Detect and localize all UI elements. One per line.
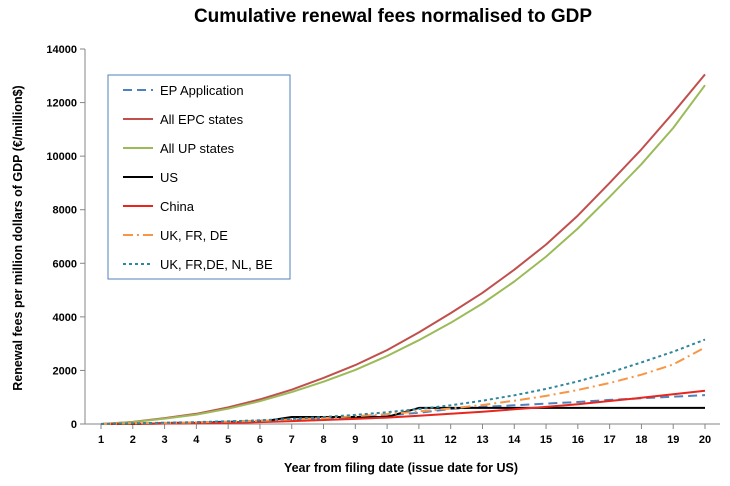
y-axis-title: Renewal fees per million dollars of GDP … [11,85,25,390]
x-tick-label: 1 [98,434,104,446]
x-tick-label: 6 [257,434,263,446]
x-ticks: 1 2 3 4 5 6 7 8 9 10 11 12 13 14 15 16 17 18 19 20 [98,424,711,446]
x-tick-label: 7 [289,434,295,446]
x-tick-label: 4 [193,434,200,446]
legend-label: China [160,199,195,214]
legend-label: UK, FR,DE, NL, BE [160,257,273,272]
series-lines [100,73,706,425]
series-line-all-up-states [100,84,706,425]
y-tick-label: 0 [71,419,77,431]
y-tick-label: 8000 [53,205,77,217]
legend-items: EP Application All EPC states All UP state… [123,83,273,272]
x-tick-label: 20 [699,434,711,446]
x-tick-label: 8 [320,434,326,446]
x-tick-label: 3 [162,434,168,446]
x-tick-label: 9 [352,434,358,446]
x-tick-label: 19 [667,434,679,446]
chart-title: Cumulative renewal fees normalised to GD… [194,6,592,27]
x-tick-label: 14 [508,434,521,446]
legend-label: All EPC states [160,112,244,127]
y-ticks: 0 2000 4000 6000 8000 10000 12000 14000 [46,44,85,431]
legend-label: US [160,170,178,185]
x-tick-label: 16 [572,434,584,446]
x-tick-label: 13 [476,434,488,446]
y-tick-label: 4000 [53,312,77,324]
x-tick-label: 11 [413,434,425,446]
y-tick-label: 6000 [53,258,77,270]
y-tick-label: 2000 [53,365,77,377]
y-tick-label: 14000 [46,44,77,56]
legend-label: UK, FR, DE [160,228,228,243]
series-line-uk-fr-de [100,346,706,425]
x-tick-label: 15 [540,434,552,446]
x-tick-label: 12 [445,434,457,446]
series-line-uk-fr-de-nl-be [100,338,706,425]
y-tick-label: 12000 [46,98,77,110]
x-tick-label: 5 [225,434,231,446]
x-axis-title: Year from filing date (issue date for US… [284,461,518,475]
y-tick-label: 10000 [46,151,77,163]
series-line-ep-application [100,394,706,425]
legend-label: All UP states [160,141,235,156]
x-tick-label: 2 [130,434,136,446]
x-tick-label: 10 [381,434,393,446]
legend: EP Application All EPC states All UP state… [107,74,291,280]
x-tick-label: 18 [635,434,647,446]
x-tick-label: 17 [604,434,616,446]
legend-label: EP Application [160,83,244,98]
